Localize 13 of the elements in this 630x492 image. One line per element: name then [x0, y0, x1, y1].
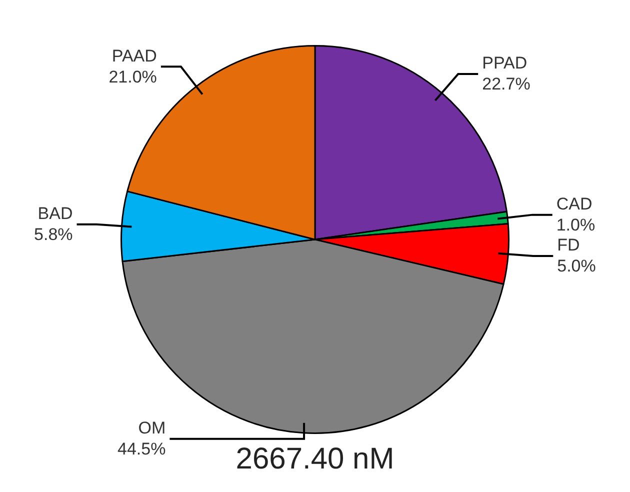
text: 2667.40 nM — [236, 442, 394, 476]
data-label: 5.0% — [557, 256, 596, 276]
data-label: 22.7% — [482, 74, 530, 94]
data-label: 21.0% — [108, 67, 157, 86]
slice-label: CAD — [556, 194, 592, 214]
data-label: 44.5% — [117, 440, 166, 459]
data-label: 1.0% — [556, 216, 596, 234]
slice-label: PPAD — [482, 54, 528, 73]
slice-label: FD — [557, 236, 580, 255]
data-label: 5.8% — [34, 225, 73, 244]
slice-label: PAAD — [112, 46, 157, 66]
slice-label: OM — [138, 418, 166, 438]
slice-label: BAD — [38, 204, 73, 224]
